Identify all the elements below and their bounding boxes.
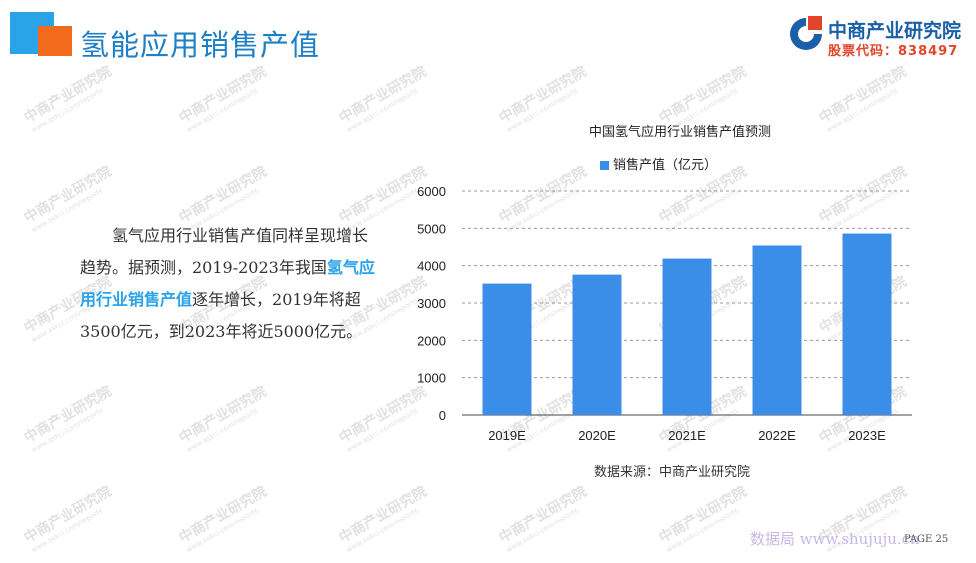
chart-title: 中国氢气应用行业销售产值预测 xyxy=(588,125,771,140)
bar xyxy=(662,258,712,415)
header-decor-orange xyxy=(38,26,72,56)
legend-label: 销售产值（亿元） xyxy=(613,158,718,173)
y-tick-label: 2000 xyxy=(417,333,446,348)
body-paragraph: 氢气应用行业销售产值同样呈现增长趋势。据预测，2019-2023年我国氢气应用行… xyxy=(80,220,380,348)
body-text-before: 氢气应用行业销售产值同样呈现增长趋势。据预测，2019-2023年我国 xyxy=(80,226,369,277)
brand-stock-code: 股票代码：838497 xyxy=(828,44,959,59)
body-text-after: 逐年增长，2019年将超3500亿元，到2023年将近5000亿元。 xyxy=(80,290,363,341)
x-tick-label: 2019E xyxy=(488,428,526,443)
y-tick-label: 0 xyxy=(439,408,446,423)
x-tick-label: 2020E xyxy=(578,428,616,443)
bar xyxy=(572,274,622,415)
bar xyxy=(752,245,802,415)
y-tick-label: 3000 xyxy=(417,296,446,311)
y-tick-label: 1000 xyxy=(417,371,446,386)
x-tick-label: 2021E xyxy=(668,428,706,443)
page-number: PAGE 25 xyxy=(904,534,949,545)
legend-swatch xyxy=(600,161,609,170)
body-highlight: 氢气应用行业销售产值 xyxy=(80,258,375,309)
bar xyxy=(842,233,892,415)
chart-source: 数据来源：中商产业研究院 xyxy=(594,465,751,480)
x-tick-label: 2022E xyxy=(758,428,796,443)
y-tick-label: 6000 xyxy=(417,184,446,199)
y-tick-label: 5000 xyxy=(417,221,446,236)
x-tick-label: 2023E xyxy=(848,428,886,443)
brand-logo: 中商产业研究院 股票代码：838497 xyxy=(788,14,966,60)
bar xyxy=(482,283,532,415)
site-watermark: 数据局 www.shujuju.cn xyxy=(750,530,920,548)
y-tick-label: 4000 xyxy=(417,259,446,274)
brand-mark-icon xyxy=(790,16,822,50)
slide-title: 氢能应用销售产值 xyxy=(80,28,321,62)
brand-name: 中商产业研究院 xyxy=(828,20,962,42)
chart-legend: 销售产值（亿元） xyxy=(600,154,717,173)
